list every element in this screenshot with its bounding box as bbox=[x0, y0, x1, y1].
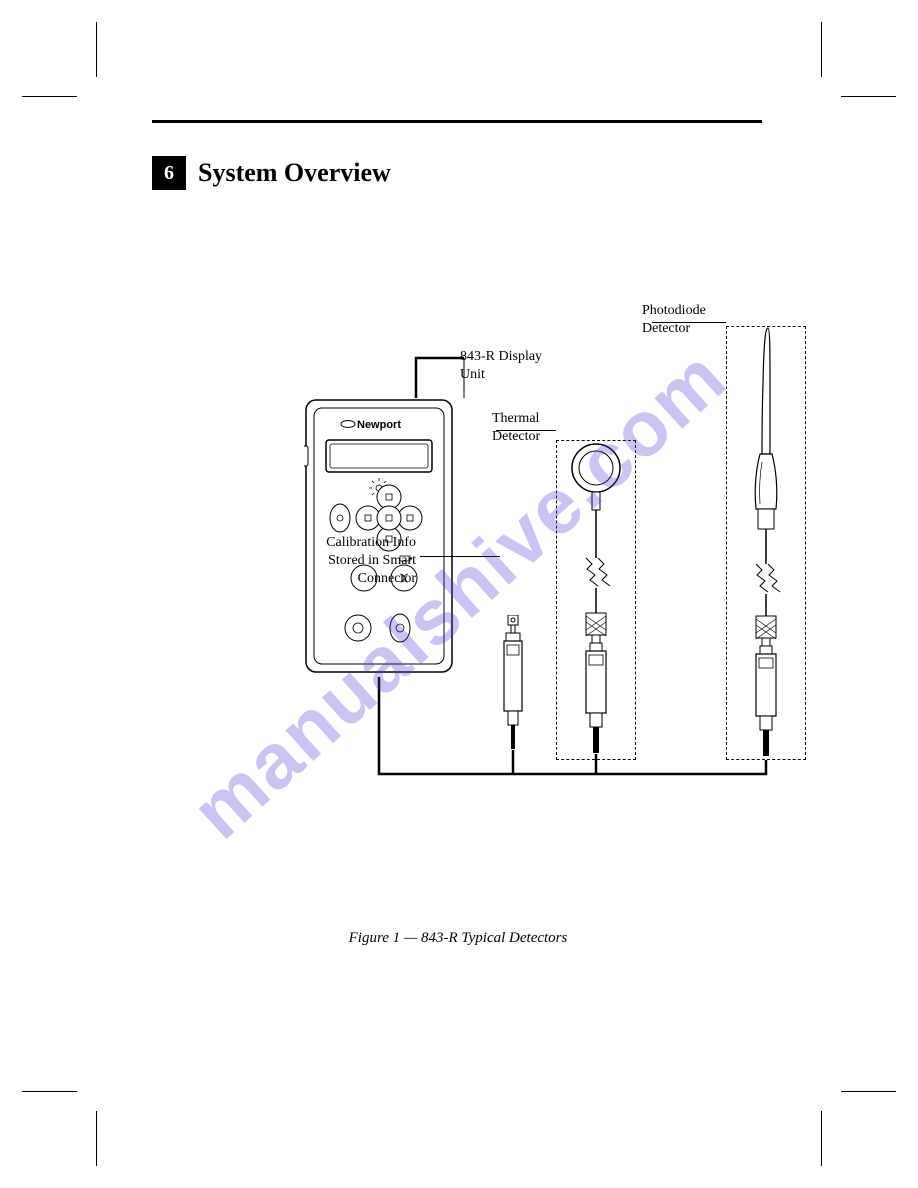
thermal-label: Thermal Detector bbox=[492, 410, 572, 446]
figure: Newport bbox=[196, 270, 816, 910]
photodiode-label: Photodiode Detector bbox=[642, 302, 732, 338]
crop-mark bbox=[22, 96, 77, 97]
calibration-label: Calibration Info Stored in Smart Connect… bbox=[266, 534, 416, 589]
page-number: 6 bbox=[152, 156, 186, 190]
crop-mark bbox=[821, 22, 822, 77]
figure-caption: Figure 1 — 843-R Typical Detectors bbox=[118, 930, 798, 947]
page-content: 6 System Overview Newport bbox=[118, 120, 798, 141]
section-heading: System Overview bbox=[198, 158, 391, 188]
display-unit-label: 843-R Display Unit bbox=[460, 348, 580, 384]
section-rule bbox=[152, 120, 762, 123]
crop-mark bbox=[841, 96, 896, 97]
crop-mark bbox=[96, 22, 97, 77]
leader-line bbox=[420, 556, 500, 557]
crop-mark bbox=[821, 1111, 822, 1166]
crop-mark bbox=[96, 1111, 97, 1166]
crop-mark bbox=[22, 1091, 77, 1092]
crop-mark bbox=[841, 1091, 896, 1092]
